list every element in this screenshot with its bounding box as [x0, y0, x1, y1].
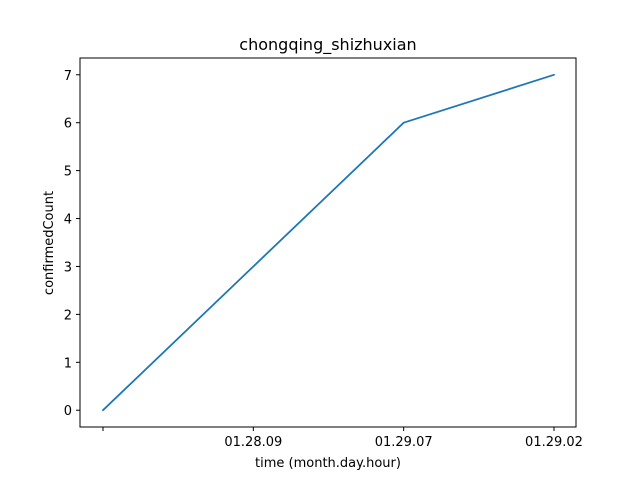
x-tick-label: 01.29.02: [525, 435, 583, 450]
series-layer: [102, 73, 555, 412]
chart-title: chongqing_shizhuxian: [239, 35, 416, 55]
y-tick-label: 1: [64, 356, 72, 371]
y-tick-label: 7: [64, 69, 72, 84]
series-line: [102, 73, 555, 412]
y-tick-label: 6: [64, 117, 72, 132]
x-axis: 01.28.09 01.29.07 01.29.02: [102, 427, 583, 450]
x-tick-label: 01.29.07: [375, 435, 433, 450]
x-tick-label: 01.28.09: [224, 435, 282, 450]
y-tick-label: 0: [64, 404, 72, 419]
y-axis: 0 1 2 3 4 5 6 7: [64, 69, 80, 419]
y-tick-label: 5: [64, 165, 72, 180]
y-axis-label: confirmedCount: [42, 191, 57, 295]
y-tick-label: 4: [64, 213, 72, 228]
y-tick-label: 3: [64, 260, 72, 275]
axes-frame: [79, 57, 577, 428]
plot-area: 0 1 2 3 4 5 6 7 01.28.09 01.29.07 01.29.02: [64, 57, 583, 450]
x-axis-label: time (month.day.hour): [255, 456, 401, 471]
y-tick-label: 2: [64, 308, 72, 323]
